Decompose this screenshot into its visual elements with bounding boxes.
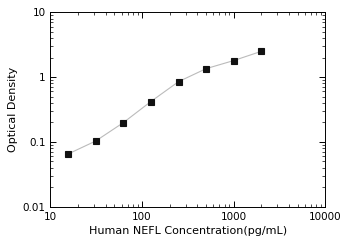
Y-axis label: Optical Density: Optical Density <box>8 67 18 152</box>
X-axis label: Human NEFL Concentration(pg/mL): Human NEFL Concentration(pg/mL) <box>89 226 287 236</box>
